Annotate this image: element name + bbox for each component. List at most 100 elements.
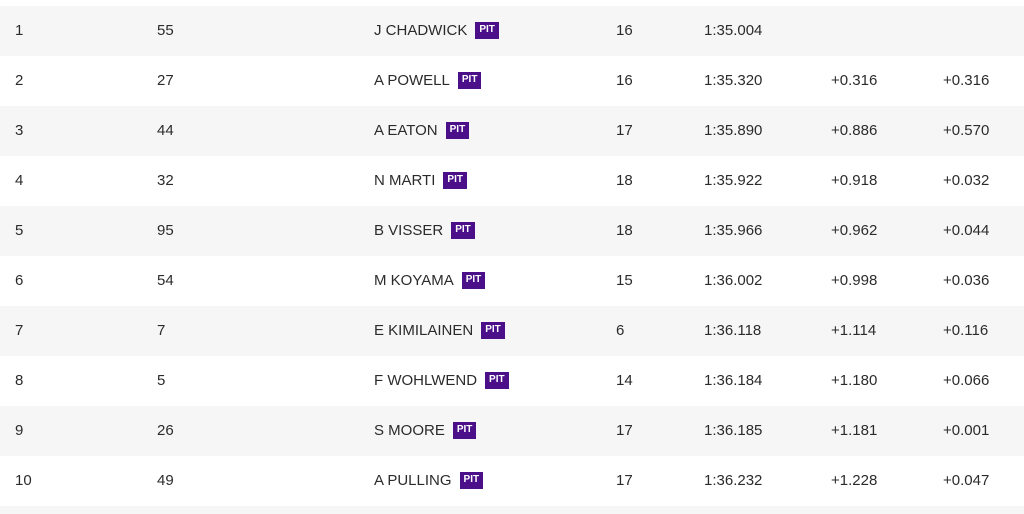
car-number-cell: 27 bbox=[157, 72, 174, 89]
lap-time-cell: 1:36.184 bbox=[704, 372, 763, 389]
lap-time-cell: 1:36.002 bbox=[704, 272, 763, 289]
interval-cell: +0.570 bbox=[943, 122, 990, 139]
car-number-cell: 44 bbox=[157, 122, 174, 139]
pit-badge: PIT bbox=[461, 271, 486, 289]
driver-name: E KIMILAINEN bbox=[374, 322, 474, 339]
laps-cell: 18 bbox=[616, 172, 633, 189]
laps-cell: 16 bbox=[616, 72, 633, 89]
driver-cell: J CHADWICK PIT bbox=[374, 6, 499, 56]
laps-cell: 14 bbox=[616, 372, 633, 389]
table-row[interactable]: 5 95 B VISSER PIT 18 1:35.966 +0.962 +0.0… bbox=[0, 206, 1024, 256]
pit-badge: PIT bbox=[475, 21, 499, 39]
pit-badge: PIT bbox=[451, 221, 475, 239]
driver-cell: F WOHLWEND PIT bbox=[374, 356, 509, 406]
laps-cell: 15 bbox=[616, 272, 633, 289]
interval-cell: +0.032 bbox=[943, 172, 990, 189]
car-number-cell: 5 bbox=[157, 372, 166, 389]
interval-cell: +0.116 bbox=[943, 322, 989, 339]
driver-cell: B VISSER PIT bbox=[374, 206, 475, 256]
gap-cell: +0.316 bbox=[831, 72, 878, 89]
car-number-cell: 55 bbox=[157, 22, 174, 39]
interval-cell: +0.001 bbox=[943, 422, 990, 439]
position-cell: 3 bbox=[15, 122, 24, 139]
gap-cell: +1.180 bbox=[831, 372, 878, 389]
interval-cell: +0.066 bbox=[943, 372, 990, 389]
driver-name: B VISSER bbox=[374, 222, 444, 239]
table-row[interactable]: 8 5 F WOHLWEND PIT 14 1:36.184 +1.180 +0.… bbox=[0, 356, 1024, 406]
position-cell: 5 bbox=[15, 222, 24, 239]
driver-name: M KOYAMA bbox=[374, 272, 454, 289]
pit-badge: PIT bbox=[459, 471, 484, 489]
interval-cell: +0.047 bbox=[943, 472, 990, 489]
interval-cell: +0.316 bbox=[943, 72, 990, 89]
next-row-edge bbox=[0, 506, 1024, 514]
driver-cell: N MARTI PIT bbox=[374, 156, 467, 206]
gap-cell: +0.962 bbox=[831, 222, 878, 239]
lap-time-cell: 1:35.966 bbox=[704, 222, 763, 239]
pit-badge: PIT bbox=[443, 171, 467, 189]
interval-cell: +0.044 bbox=[943, 222, 990, 239]
driver-cell: S MOORE PIT bbox=[374, 406, 477, 456]
gap-cell: +0.918 bbox=[831, 172, 878, 189]
pit-badge: PIT bbox=[485, 371, 509, 389]
lap-time-cell: 1:36.185 bbox=[704, 422, 763, 439]
driver-name: N MARTI bbox=[374, 172, 436, 189]
driver-cell: A EATON PIT bbox=[374, 106, 470, 156]
car-number-cell: 26 bbox=[157, 422, 174, 439]
position-cell: 9 bbox=[15, 422, 24, 439]
gap-cell: +1.181 bbox=[831, 422, 878, 439]
lap-time-cell: 1:36.232 bbox=[704, 472, 763, 489]
lap-time-cell: 1:35.320 bbox=[704, 72, 763, 89]
lap-time-cell: 1:35.004 bbox=[704, 22, 763, 39]
position-cell: 7 bbox=[15, 322, 24, 339]
laps-cell: 17 bbox=[616, 422, 633, 439]
table-row[interactable]: 1 55 J CHADWICK PIT 16 1:35.004 bbox=[0, 6, 1024, 56]
car-number-cell: 32 bbox=[157, 172, 174, 189]
laps-cell: 17 bbox=[616, 122, 633, 139]
position-cell: 6 bbox=[15, 272, 24, 289]
laps-cell: 17 bbox=[616, 472, 633, 489]
driver-name: A PULLING bbox=[374, 472, 452, 489]
driver-name: A EATON bbox=[374, 122, 438, 139]
driver-name: J CHADWICK bbox=[374, 22, 468, 39]
table-row[interactable]: 10 49 A PULLING PIT 17 1:36.232 +1.228 +0… bbox=[0, 456, 1024, 506]
driver-cell: M KOYAMA PIT bbox=[374, 256, 486, 306]
driver-cell: A PULLING PIT bbox=[374, 456, 484, 506]
position-cell: 4 bbox=[15, 172, 24, 189]
table-row[interactable]: 7 7 E KIMILAINEN PIT 6 1:36.118 +1.114 +0… bbox=[0, 306, 1024, 356]
laps-cell: 18 bbox=[616, 222, 633, 239]
laps-cell: 16 bbox=[616, 22, 633, 39]
pit-badge: PIT bbox=[457, 71, 482, 89]
lap-time-cell: 1:35.922 bbox=[704, 172, 763, 189]
position-cell: 2 bbox=[15, 72, 24, 89]
lap-time-cell: 1:36.118 bbox=[704, 322, 762, 339]
driver-cell: A POWELL PIT bbox=[374, 56, 482, 106]
table-row[interactable]: 6 54 M KOYAMA PIT 15 1:36.002 +0.998 +0.0… bbox=[0, 256, 1024, 306]
lap-time-cell: 1:35.890 bbox=[704, 122, 763, 139]
driver-cell: E KIMILAINEN PIT bbox=[374, 306, 505, 356]
car-number-cell: 54 bbox=[157, 272, 174, 289]
table-row[interactable]: 4 32 N MARTI PIT 18 1:35.922 +0.918 +0.03… bbox=[0, 156, 1024, 206]
car-number-cell: 95 bbox=[157, 222, 174, 239]
gap-cell: +0.886 bbox=[831, 122, 878, 139]
pit-badge: PIT bbox=[445, 121, 470, 139]
table-row[interactable]: 2 27 A POWELL PIT 16 1:35.320 +0.316 +0.3… bbox=[0, 56, 1024, 106]
driver-name: A POWELL bbox=[374, 72, 450, 89]
pit-badge: PIT bbox=[481, 321, 505, 339]
laps-cell: 6 bbox=[616, 322, 625, 339]
table-row[interactable]: 3 44 A EATON PIT 17 1:35.890 +0.886 +0.57… bbox=[0, 106, 1024, 156]
gap-cell: +1.228 bbox=[831, 472, 878, 489]
pit-badge: PIT bbox=[452, 421, 477, 439]
interval-cell: +0.036 bbox=[943, 272, 990, 289]
driver-name: S MOORE bbox=[374, 422, 445, 439]
position-cell: 1 bbox=[15, 22, 24, 39]
driver-name: F WOHLWEND bbox=[374, 372, 478, 389]
gap-cell: +1.114 bbox=[831, 322, 877, 339]
position-cell: 10 bbox=[15, 472, 32, 489]
car-number-cell: 49 bbox=[157, 472, 174, 489]
table-row[interactable]: 9 26 S MOORE PIT 17 1:36.185 +1.181 +0.00… bbox=[0, 406, 1024, 456]
position-cell: 8 bbox=[15, 372, 24, 389]
gap-cell: +0.998 bbox=[831, 272, 878, 289]
car-number-cell: 7 bbox=[157, 322, 166, 339]
